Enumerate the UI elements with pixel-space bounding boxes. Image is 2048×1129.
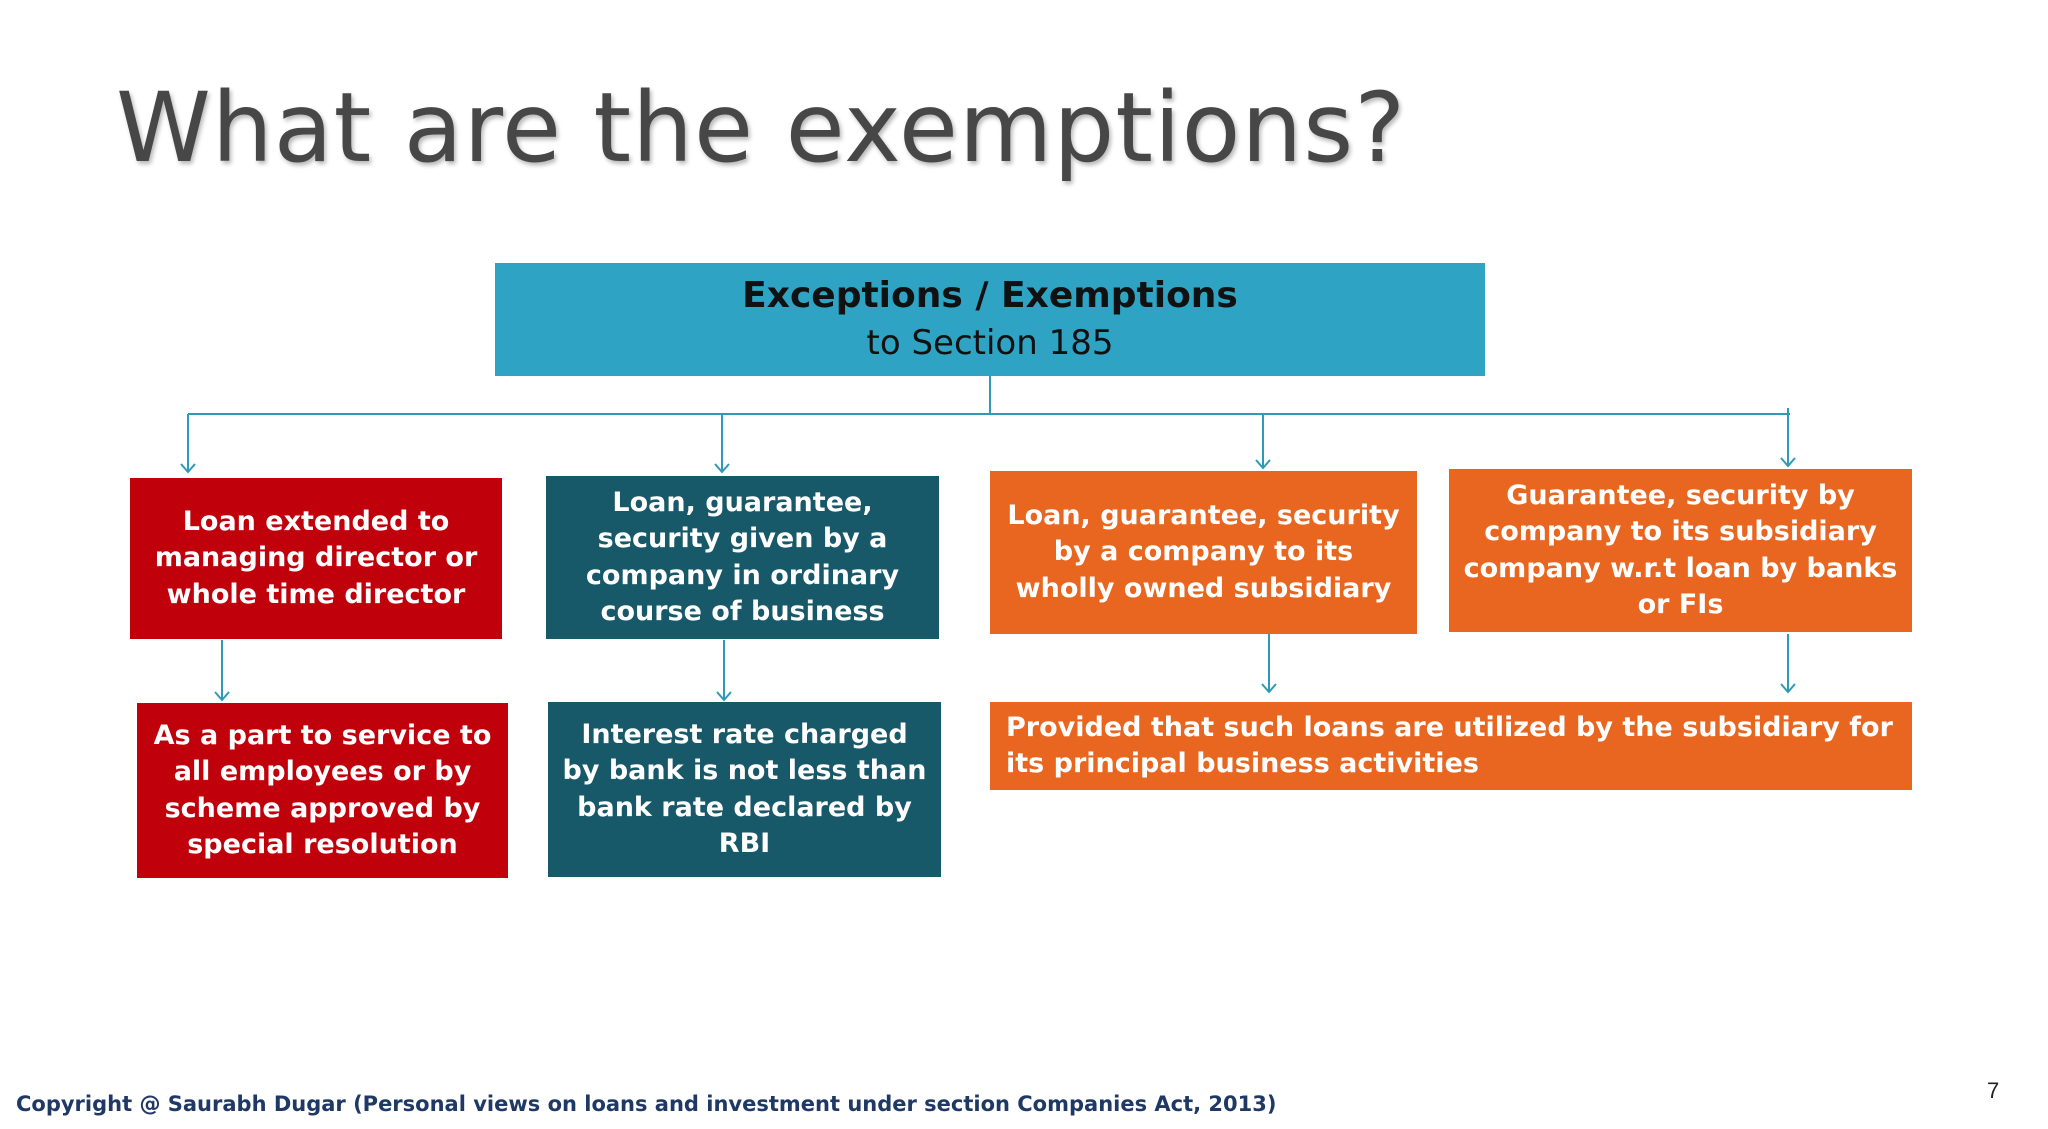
copyright-footer: Copyright @ Saurabh Dugar (Personal view… (16, 1092, 1277, 1116)
diagram-root-box: Exceptions / Exemptions to Section 185 (495, 263, 1485, 376)
branch-md-loan: Loan extended to managing director or wh… (130, 478, 502, 639)
condition-subsidiary-shared: Provided that such loans are utilized by… (990, 702, 1912, 790)
condition-md-loan: As a part to service to all employees or… (137, 703, 508, 878)
condition-ordinary-course: Interest rate charged by bank is not les… (548, 702, 941, 877)
branch-wholly-owned-subsidiary: Loan, guarantee, security by a company t… (990, 471, 1417, 634)
root-title: Exceptions / Exemptions (742, 275, 1238, 317)
slide-title: What are the exemptions? (116, 72, 1407, 184)
root-subtitle: to Section 185 (866, 322, 1114, 363)
branch-subsidiary-guarantee: Guarantee, security by company to its su… (1449, 469, 1912, 632)
page-number: 7 (1987, 1078, 2000, 1103)
branch-ordinary-course: Loan, guarantee, security given by a com… (546, 476, 939, 639)
